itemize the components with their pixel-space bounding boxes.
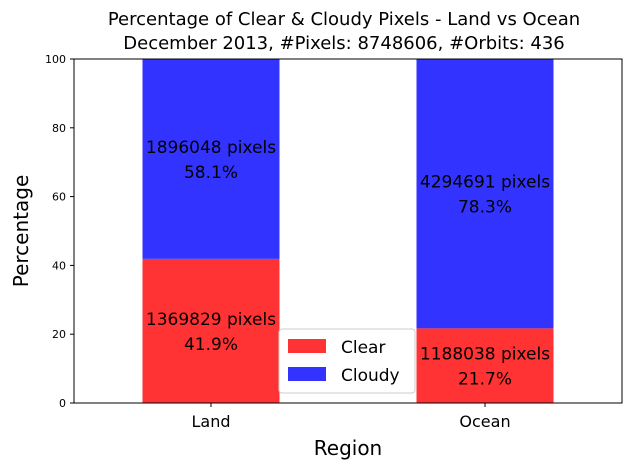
y-tick-label: 20 bbox=[52, 328, 66, 341]
chart-title-line1: Percentage of Clear & Cloudy Pixels - La… bbox=[108, 9, 580, 30]
y-tick-label: 80 bbox=[52, 122, 66, 135]
legend-label-clear: Clear bbox=[341, 338, 385, 358]
chart-title-line2: December 2013, #Pixels: 8748606, #Orbits… bbox=[123, 33, 564, 54]
plot-frame bbox=[73, 58, 623, 404]
data-label-percent: 78.3% bbox=[458, 198, 512, 218]
bar-clear-ocean bbox=[416, 328, 554, 403]
x-tick-label: Land bbox=[191, 412, 230, 431]
data-label-percent: 21.7% bbox=[458, 370, 512, 390]
y-tick-label: 0 bbox=[59, 397, 66, 410]
legend-label-cloudy: Cloudy bbox=[341, 366, 400, 386]
y-axis-ticks: 0 20 40 60 80 100 bbox=[45, 53, 74, 410]
bar-cloudy-land bbox=[142, 59, 280, 259]
bar-cloudy-ocean bbox=[416, 59, 554, 329]
x-tick-label: Ocean bbox=[459, 412, 510, 431]
data-labels-group: 1369829 pixels 41.9% 1896048 pixels 58.1% 11… bbox=[146, 138, 550, 390]
data-label-percent: 58.1% bbox=[184, 163, 238, 183]
data-label-pixels: 1896048 pixels bbox=[146, 138, 276, 158]
bar-clear-land bbox=[142, 258, 280, 403]
y-tick-label: 60 bbox=[52, 191, 66, 204]
y-tick-label: 40 bbox=[52, 259, 66, 272]
legend: Clear Cloudy bbox=[278, 328, 416, 394]
data-label-percent: 41.9% bbox=[184, 335, 238, 355]
x-axis-label: Region bbox=[314, 436, 382, 460]
legend-swatch-clear bbox=[288, 339, 326, 353]
x-axis-ticks: Land Ocean bbox=[191, 403, 511, 431]
bars-group bbox=[142, 59, 554, 403]
y-tick-label: 100 bbox=[45, 53, 66, 66]
data-label-pixels: 1188038 pixels bbox=[420, 345, 550, 365]
legend-swatch-cloudy bbox=[288, 367, 326, 381]
data-label-pixels: 4294691 pixels bbox=[420, 173, 550, 193]
data-label-pixels: 1369829 pixels bbox=[146, 310, 276, 330]
y-axis-label: Percentage bbox=[9, 175, 33, 288]
